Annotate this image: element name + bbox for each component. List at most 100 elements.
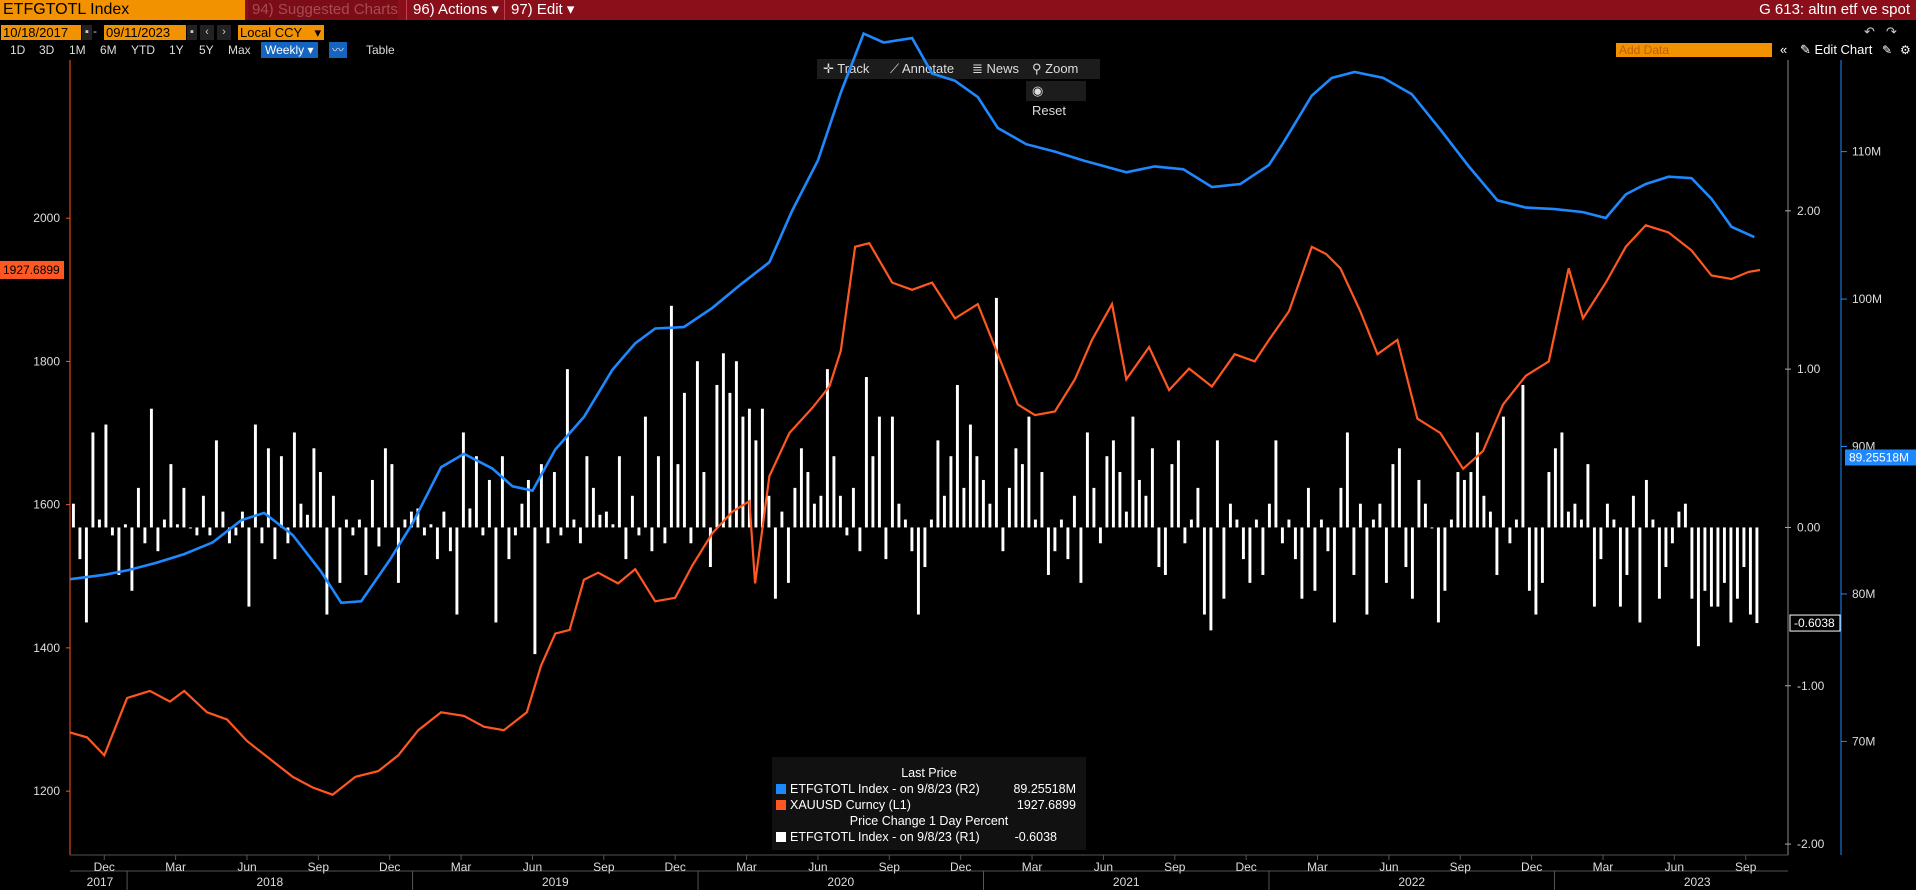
news-button[interactable]: ≣ News [966, 59, 1036, 79]
reset-button[interactable]: ◉ Reset [1026, 81, 1086, 118]
legend-header-last-price: Last Price [901, 766, 957, 780]
bar [767, 495, 771, 528]
chevron-left-icon[interactable]: ‹ [200, 25, 214, 40]
r1-tick-label: 0.00 [1797, 520, 1821, 534]
month-label: Dec [665, 860, 686, 874]
bar [1202, 527, 1206, 615]
bar [968, 424, 972, 528]
bar [1313, 527, 1317, 591]
bar [1482, 495, 1486, 528]
year-label: 2022 [1398, 875, 1425, 889]
calendar-icon[interactable]: ▪ [187, 25, 197, 40]
legend-label: ETFGTOTL Index - on 9/8/23 (R1) [790, 830, 980, 844]
month-label: Jun [1665, 860, 1684, 874]
period-3d[interactable]: 3D [39, 43, 55, 57]
bar [1222, 527, 1226, 599]
left-price-marker-text: 1927.6899 [3, 263, 60, 277]
bar [1449, 519, 1453, 528]
bar [1300, 527, 1304, 599]
frequency-select[interactable]: Weekly ▾ [261, 42, 318, 58]
bar [877, 416, 881, 528]
chevron-down-icon: ▾ [491, 1, 499, 18]
month-label: Sep [308, 860, 330, 874]
bar [793, 487, 797, 528]
bar [1007, 487, 1011, 528]
bar [500, 456, 504, 528]
bar [1280, 527, 1284, 544]
bar [565, 369, 569, 528]
add-data-input[interactable]: Add Data [1616, 43, 1772, 57]
bar [1241, 527, 1245, 560]
month-label: Jun [1379, 860, 1398, 874]
edit-menu[interactable]: 97) Edit ▾ [504, 0, 576, 20]
r2-tick-label: 80M [1852, 587, 1875, 601]
gear-icon[interactable]: ⚙ [1900, 43, 1911, 57]
period-1d[interactable]: 1D [10, 43, 26, 57]
period-6m[interactable]: 6M [100, 43, 117, 57]
track-button[interactable]: ✛ Track [817, 59, 893, 79]
search-icon: ⚲ [1032, 61, 1042, 76]
collapse-icon[interactable]: « [1780, 42, 1788, 57]
bar [1716, 527, 1720, 607]
bar [598, 514, 602, 528]
left-tick-label: 1400 [33, 641, 60, 655]
bar [117, 527, 121, 575]
ticker-field[interactable]: ETFGTOTL Index [0, 0, 245, 20]
bar [702, 472, 706, 528]
currency-select[interactable]: Local CCY ▾ [238, 25, 324, 40]
bar [123, 524, 127, 528]
bar [923, 527, 927, 568]
menu-label: Edit [536, 1, 563, 18]
bar [429, 524, 433, 528]
bar [539, 464, 543, 528]
chevron-right-icon[interactable]: › [217, 25, 231, 40]
suggested-charts-menu[interactable]: 94) Suggested Charts [248, 0, 398, 20]
table-button[interactable]: Table [366, 43, 395, 57]
bar [663, 527, 667, 544]
end-date-input[interactable]: 09/11/2023 [104, 25, 186, 40]
bar [1443, 527, 1447, 591]
period-toolbar: 1D 3D 1M 6M YTD 1Y 5Y Max Weekly ▾ 〰 Tab… [0, 42, 1916, 58]
undo-icon[interactable]: ↶ [1864, 24, 1875, 39]
actions-menu[interactable]: 96) Actions ▾ [406, 0, 502, 20]
bar [1547, 472, 1551, 528]
edit-chart-button[interactable]: ✎ Edit Chart [1800, 42, 1872, 58]
legend-header-price-change: Price Change 1 Day Percent [849, 814, 1009, 828]
bar [279, 456, 283, 528]
zoom-button[interactable]: ⚲ Zoom [1026, 59, 1100, 79]
page-title: G 613: altın etf ve spot [1759, 1, 1910, 18]
bar [1118, 472, 1122, 528]
bar [1690, 527, 1694, 599]
bar [84, 527, 88, 623]
line-chart-icon[interactable]: 〰 [329, 42, 348, 58]
bar [1592, 527, 1596, 607]
legend-value: 89.25518M [1013, 782, 1076, 796]
bar [1527, 527, 1531, 591]
bar [175, 524, 179, 528]
bar [338, 527, 342, 583]
bar [1020, 464, 1024, 528]
period-ytd[interactable]: YTD [131, 43, 155, 57]
bar [383, 448, 387, 528]
bar [1683, 503, 1687, 528]
calendar-icon[interactable]: ▪ [82, 25, 92, 40]
bar [396, 527, 400, 583]
period-1y[interactable]: 1Y [169, 43, 184, 57]
bar [487, 479, 491, 528]
edit-icon[interactable]: ✎ [1882, 43, 1893, 57]
bar [110, 527, 114, 536]
year-label: 2020 [827, 875, 854, 889]
period-1m[interactable]: 1M [69, 43, 86, 57]
bar [1040, 472, 1044, 528]
period-max[interactable]: Max [228, 43, 251, 57]
bar [1423, 503, 1427, 528]
start-date-input[interactable]: 10/18/2017 [1, 25, 81, 40]
month-label: Dec [94, 860, 115, 874]
period-5y[interactable]: 5Y [199, 43, 214, 57]
redo-icon[interactable]: ↷ [1886, 24, 1897, 39]
bar [403, 519, 407, 528]
bar [1306, 487, 1310, 528]
bar [1631, 495, 1635, 528]
r2-tick-label: 100M [1852, 292, 1882, 306]
